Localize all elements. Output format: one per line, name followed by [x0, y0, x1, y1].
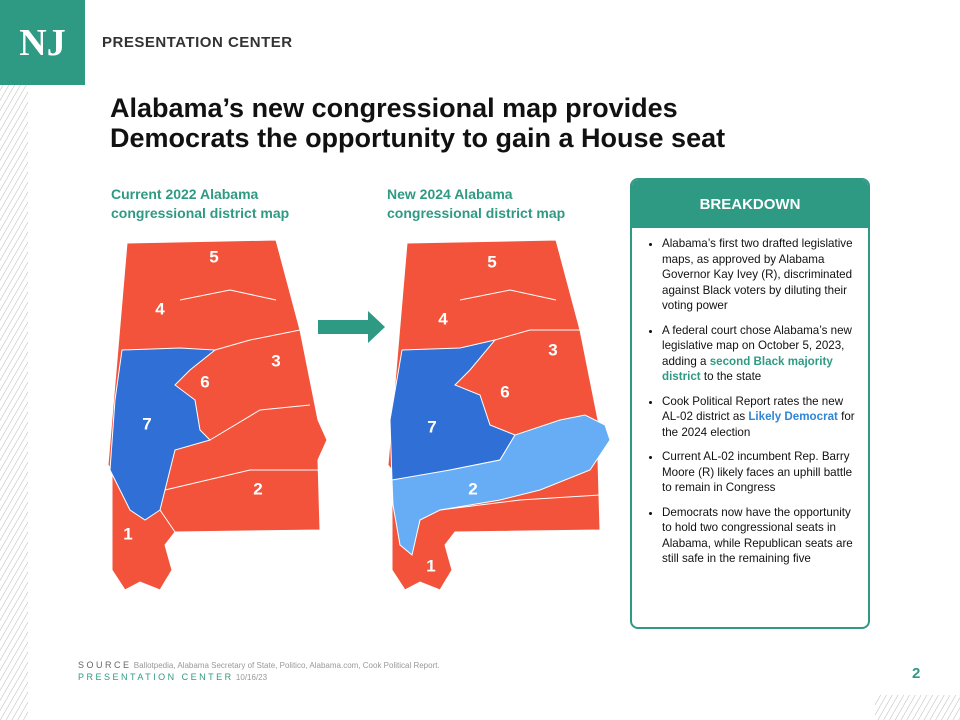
- district-label: 7: [427, 417, 436, 436]
- slide-title: Alabama’s new congressional map provides…: [110, 93, 725, 153]
- caption-line: congressional district map: [111, 205, 290, 221]
- map-caption: New 2024 Alabama congressional district …: [387, 185, 565, 223]
- district-label: 1: [426, 556, 435, 575]
- district-label: 1: [123, 524, 132, 543]
- bullet: Democrats now have the opportunity to ho…: [662, 505, 858, 567]
- bullet-text: Current AL-02 incumbent Rep. Barry Moore…: [662, 450, 853, 494]
- bullet-text: to the state: [700, 370, 762, 383]
- district-labels: 5 4 3 6 7 2 1 5 4 3 6 7 2 1: [123, 247, 557, 575]
- district-label: 4: [438, 309, 448, 328]
- bullet-text: second Black majority district: [662, 354, 833, 384]
- title-line: Alabama’s new congressional map provides: [110, 93, 678, 123]
- source-label: SOURCE: [78, 660, 132, 670]
- center-label: PRESENTATION CENTER: [78, 672, 234, 682]
- map-caption: Current 2022 Alabama congressional distr…: [111, 185, 289, 223]
- district-label: 4: [155, 299, 165, 318]
- caption-line: Current 2022 Alabama: [111, 186, 259, 202]
- map-new: [387, 239, 611, 591]
- bullet-text: A federal court chose Alabama’s new legi…: [662, 323, 852, 368]
- district-label: 6: [200, 372, 209, 391]
- bullet-text: Alabama’s first two drafted legislative …: [662, 237, 853, 312]
- hatch: [0, 85, 28, 720]
- bullet-text: Democrats now have the opportunity to ho…: [662, 505, 853, 566]
- hatch: [875, 695, 960, 720]
- district-label: 5: [209, 247, 218, 266]
- bullet-text: Likely Democrat: [748, 410, 838, 423]
- date: 10/16/23: [235, 673, 268, 682]
- district-label: 2: [253, 479, 262, 498]
- title-line: Democrats the opportunity to gain a Hous…: [110, 123, 726, 153]
- footer-center: PRESENTATION CENTER 10/16/23: [78, 672, 267, 682]
- logo: NJ: [0, 0, 85, 85]
- bullet: Cook Political Report rates the new AL-0…: [662, 394, 858, 441]
- district-label: 6: [500, 382, 509, 401]
- source-text: Ballotpedia, Alabama Secretary of State,…: [133, 661, 440, 670]
- bullet: Current AL-02 incumbent Rep. Barry Moore…: [662, 449, 858, 496]
- district-label: 3: [548, 340, 557, 359]
- caption-line: congressional district map: [387, 205, 566, 221]
- bullet-text: Cook Political Report rates the new AL-0…: [662, 394, 844, 424]
- source: SOURCE Ballotpedia, Alabama Secretary of…: [78, 660, 440, 670]
- breakdown-heading: BREAKDOWN: [632, 180, 868, 228]
- bullet: A federal court chose Alabama’s new legi…: [662, 323, 858, 385]
- header-title: PRESENTATION CENTER: [102, 34, 293, 51]
- arrow: [318, 311, 385, 343]
- page-number: 2: [912, 665, 921, 682]
- caption-line: New 2024 Alabama: [387, 186, 513, 202]
- bullet: Alabama’s first two drafted legislative …: [662, 236, 858, 314]
- bullet-list: Alabama’s first two drafted legislative …: [632, 236, 858, 567]
- breakdown-box: BREAKDOWN Alabama’s first two drafted le…: [630, 178, 870, 629]
- district-label: 5: [487, 252, 496, 271]
- district-label: 2: [468, 479, 477, 498]
- map-current: [107, 239, 328, 591]
- district-label: 3: [271, 351, 280, 370]
- bullet-text: for the 2024 election: [662, 410, 855, 439]
- district-label: 7: [142, 414, 151, 433]
